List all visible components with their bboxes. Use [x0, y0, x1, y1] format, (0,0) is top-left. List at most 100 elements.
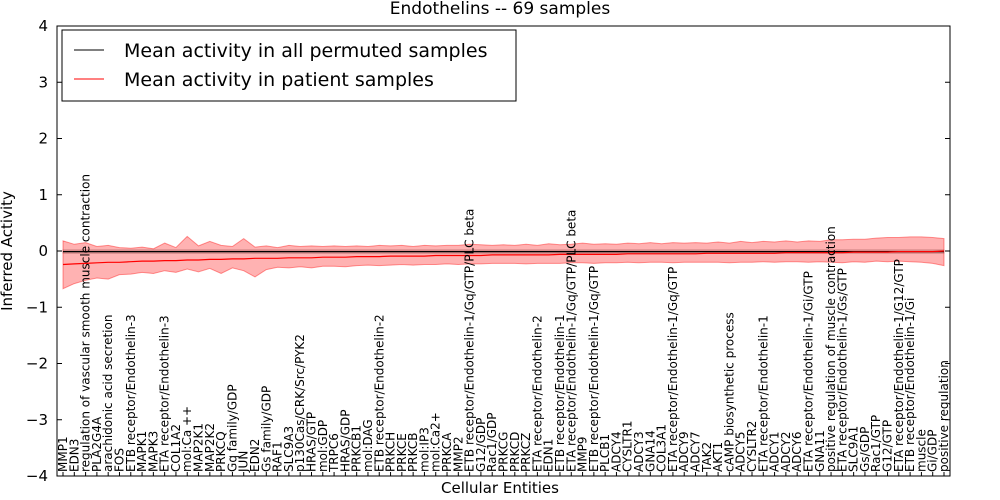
x-tick-label: G12/GDP	[474, 418, 488, 472]
x-tick-label: muscle	[914, 429, 928, 472]
x-tick-label: ETB receptor/Endothelin-3	[124, 314, 138, 472]
x-tick-label: arachidonic acid secretion	[101, 315, 115, 472]
legend-label-patient: Mean activity in patient samples	[124, 69, 434, 91]
x-tick-label: ADCY1	[768, 431, 782, 472]
x-tick-label: PLA2G4A	[90, 416, 104, 472]
confidence-bands	[62, 235, 945, 290]
x-tick-label: ADCY9	[677, 431, 691, 472]
x-tick-label: PRKCD	[508, 432, 522, 472]
x-tick-label: regulation of vascular smooth muscle con…	[79, 174, 93, 472]
x-tick-label: ETA receptor/Endothelin-1/G12/GTP	[892, 259, 906, 472]
x-tick-label: Gi/GDP	[926, 430, 940, 472]
y-tick-label: 4	[38, 17, 48, 35]
x-tick-label: mol:GDP	[316, 420, 330, 472]
x-tick-label: mol:IP3	[417, 427, 431, 472]
x-tick-label: CYSLTR2	[745, 421, 759, 472]
x-tick-label: ADCY6	[790, 431, 804, 472]
x-tick-label: MAPK3	[146, 431, 160, 472]
x-tick-label: ADCY3	[632, 431, 646, 472]
x-tick-label: ETA receptor/Endothelin-1	[756, 315, 770, 472]
legend-label-permuted: Mean activity in all permuted samples	[124, 40, 487, 62]
x-tick-label: Gs/GDP	[858, 427, 872, 472]
y-tick-label: 2	[38, 130, 48, 148]
x-tick-label: ETA receptor/Endothelin-1/Gs/GTP	[835, 268, 849, 472]
x-tick-label: SLC9A3	[282, 426, 296, 472]
x-tick-label: GNA11	[813, 430, 827, 472]
legend: Mean activity in all permuted samples Me…	[61, 29, 517, 102]
band-patient	[62, 235, 945, 290]
x-tick-label: Gs family/GDP	[259, 386, 273, 472]
y-tick-label: −3	[26, 411, 48, 429]
x-tick-label: cAMP biosynthetic process	[722, 312, 736, 472]
x-tick-label: PRKCB1	[350, 425, 364, 472]
x-tick-label: ADCY5	[734, 431, 748, 472]
x-tick-label: mol:Ca2+	[429, 412, 443, 472]
x-tick-label: ETB receptor/Endothelin-1/Gi	[903, 298, 917, 472]
y-axis-label: Inferred Activity	[0, 191, 16, 311]
x-tick-label: ETB receptor/Endothelin-1/Gq/GTP/PLC bet…	[463, 209, 477, 472]
x-tick-label: COL1A2	[169, 424, 183, 472]
y-axis-ticks: −4 −3 −2 −1 0 1 2 3 4	[26, 17, 950, 485]
plot-frame	[56, 25, 951, 477]
x-tick-label: ETA receptor/Endothelin-2	[530, 315, 544, 472]
series-lines	[62, 250, 945, 266]
x-tick-label: PRKCB	[406, 433, 420, 472]
x-tick-label: AKT1	[711, 442, 725, 472]
x-tick-label: MAP2K1	[192, 423, 206, 472]
x-tick-label: MMP1	[56, 436, 70, 472]
x-tick-label: ETB receptor/Endothelin-1/Gq/GTP	[587, 266, 601, 472]
x-tick-label: EDN1	[542, 439, 556, 472]
x-tick-label: G12/GTP	[881, 420, 895, 472]
x-axis-label: Cellular Entities	[441, 479, 559, 497]
x-tick-label: Gq family/GDP	[225, 384, 239, 472]
x-tick-label: TAK2	[700, 442, 714, 473]
x-tick-label: positive regulation of muscle contractio…	[824, 226, 838, 472]
x-tick-label: Rac1/GTP	[869, 415, 883, 472]
x-tick-label: HRAS/GDP	[338, 409, 352, 472]
x-tick-label: mol:Ca ++	[180, 406, 194, 472]
x-tick-label: MMP9	[576, 436, 590, 472]
x-tick-label: FOS	[113, 448, 127, 472]
x-tick-label: EDN2	[248, 439, 262, 472]
x-tick-label: ADCY7	[689, 431, 703, 472]
x-tick-label: PRKCQ	[214, 431, 228, 472]
x-tick-label: ETB receptor/Endothelin-2	[372, 314, 386, 472]
x-tick-label: PRKCG	[497, 432, 511, 472]
x-tick-label: MAP2K2	[203, 423, 217, 472]
x-tick-label: JUN	[237, 451, 251, 473]
x-tick-label: Rac1/GDP	[485, 413, 499, 472]
x-tick-label: GNA14	[643, 430, 657, 472]
x-tick-label: ETA receptor/Endothelin-1/Gq/GTP	[666, 267, 680, 472]
x-tick-label: ETA receptor/Endothelin-1/Gq/GTP/PLC bet…	[564, 210, 578, 472]
x-tick-label: ETA receptor/Endothelin-3	[158, 315, 172, 472]
x-tick-label: COL3A1	[655, 424, 669, 472]
x-tick-label: p130Cas/CRK/Src/PYK2	[293, 334, 307, 472]
x-tick-label: RAF1	[271, 441, 285, 472]
x-tick-label: ETB receptor/Endothelin-1	[553, 314, 567, 472]
y-tick-label: −2	[26, 355, 48, 373]
x-tick-label: ETA receptor/Endothelin-1/Gi/GTP	[802, 271, 816, 472]
x-tick-label: positive regulation	[937, 360, 951, 472]
x-tick-label: PRKCZ	[519, 433, 533, 472]
x-tick-label: PRKCE	[395, 433, 409, 472]
series-line-patient	[62, 250, 945, 266]
y-tick-label: −1	[26, 298, 48, 316]
x-tick-label: TRPC6	[327, 433, 341, 473]
x-tick-label: mol:DAG	[361, 419, 375, 472]
x-tick-label: CYSLTR1	[621, 421, 635, 472]
x-tick-label: ADCY2	[779, 431, 793, 472]
x-tick-label: MAPK1	[135, 431, 149, 472]
x-tick-label: MMP2	[451, 436, 465, 472]
x-tick-label: HRAS/GTP	[305, 412, 319, 472]
chart-title: Endothelins -- 69 samples	[390, 0, 611, 19]
x-tick-label: SLC9A1	[847, 426, 861, 472]
x-tick-label: PRKCA	[440, 432, 454, 472]
x-tick-label: ADCY4	[609, 431, 623, 472]
legend-box	[61, 29, 517, 102]
x-tick-label: PLCB1	[598, 434, 612, 472]
y-tick-label: 3	[38, 73, 48, 91]
y-tick-label: 1	[38, 186, 48, 204]
y-tick-label: 0	[38, 242, 48, 260]
